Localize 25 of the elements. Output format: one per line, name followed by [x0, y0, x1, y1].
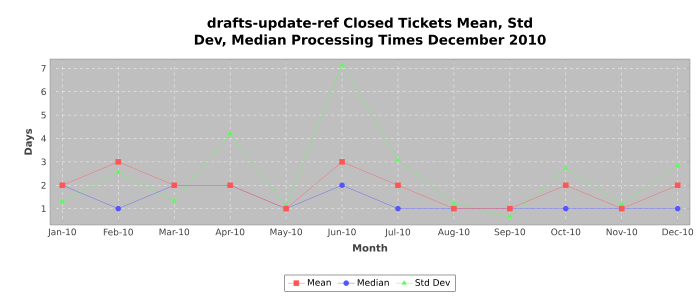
legend-label: Mean — [308, 279, 331, 286]
x-tick-label: Mar-10 — [160, 228, 190, 236]
y-tick-label: 7 — [42, 65, 46, 72]
x-tick-label: Jan-10 — [48, 228, 76, 237]
x-tick-label: May-10 — [270, 228, 302, 238]
y-tick-label: 1 — [42, 205, 46, 212]
y-tick-label: 5 — [41, 112, 46, 118]
y-tick-label: 3 — [41, 158, 46, 166]
x-tick-label: Apr-10 — [215, 228, 244, 238]
y-tick-label: 2 — [41, 182, 46, 189]
x-tick-label: Nov-10 — [606, 228, 638, 236]
x-tick-label: Jun-10 — [327, 228, 356, 237]
x-tick-label: Oct-10 — [551, 228, 580, 236]
x-tick-label: Feb-10 — [104, 228, 133, 236]
legend-label: Std Dev — [415, 278, 450, 286]
x-tick-label: Sep-10 — [494, 228, 526, 238]
x-tick-label: Aug-10 — [438, 228, 470, 238]
legend-label: Median — [358, 278, 389, 286]
chart-title: drafts-update-ref Closed Tickets Mean, Std Dev, Median Processing Times December 2010 — [194, 17, 546, 48]
y-tick-label: 4 — [41, 135, 46, 142]
y-axis-title: Days — [24, 128, 34, 155]
x-tick-label: Dec-10 — [662, 228, 694, 236]
y-tick-label: 6 — [41, 88, 46, 96]
x-tick-label: Jul-10 — [384, 228, 410, 238]
x-axis-title: Month — [353, 244, 388, 252]
